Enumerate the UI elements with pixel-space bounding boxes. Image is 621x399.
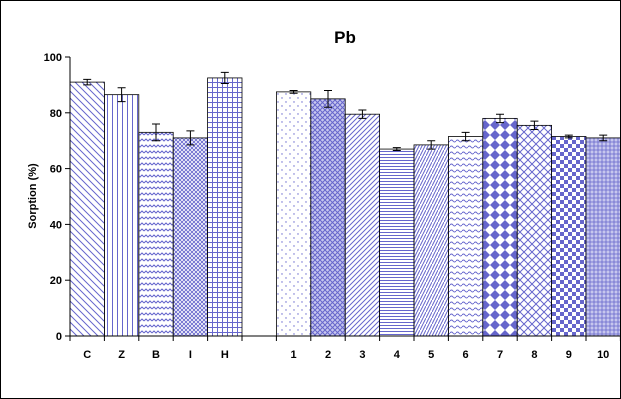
- error-bars: [83, 71, 608, 151]
- x-tick-label-6: 6: [463, 349, 469, 361]
- error-bar-C: [83, 78, 92, 86]
- y-tick-label-100: 100: [44, 52, 62, 64]
- error-bar-9: [564, 134, 573, 139]
- chart-title: Pb: [334, 28, 356, 47]
- error-bar-I: [186, 130, 195, 146]
- x-tick-label-Z: Z: [118, 349, 125, 361]
- x-ticks: C Z B I H 1 2 3 4 5 6 7 8 9 10: [69, 336, 621, 361]
- x-tick-label-1: 1: [291, 349, 297, 361]
- bar-7: [482, 117, 518, 337]
- error-bar-B: [152, 123, 160, 142]
- bar-1: [275, 91, 312, 337]
- y-tick-label-40: 40: [50, 219, 62, 231]
- error-bar-3: [358, 109, 367, 119]
- bar-5: [413, 144, 449, 337]
- bar-2: [310, 98, 346, 337]
- y-tick-label-0: 0: [56, 331, 62, 343]
- error-bar-5: [427, 140, 436, 150]
- bar-4: [379, 148, 415, 337]
- x-tick-label-10: 10: [597, 349, 609, 361]
- x-tick-label-B: B: [152, 349, 160, 361]
- bar-B: [138, 131, 174, 337]
- bar-C: [69, 81, 105, 337]
- y-tick-label-60: 60: [50, 164, 62, 176]
- bar-9: [551, 136, 587, 337]
- x-tick-label-9: 9: [566, 349, 572, 361]
- error-bar-4: [392, 147, 401, 151]
- error-bar-1: [289, 89, 298, 94]
- x-tick-label-7: 7: [497, 349, 503, 361]
- error-bar-6: [461, 131, 470, 142]
- bars: [69, 77, 621, 337]
- error-bar-8: [530, 120, 539, 131]
- y-tick-label-80: 80: [50, 108, 62, 120]
- bar-6: [447, 136, 484, 337]
- x-tick-label-5: 5: [428, 349, 434, 361]
- bar-Z: [104, 94, 140, 337]
- error-bar-Z: [117, 87, 126, 103]
- y-tick-label-20: 20: [50, 275, 62, 287]
- error-bar-H: [220, 71, 229, 85]
- x-tick-label-4: 4: [394, 349, 401, 361]
- error-bar-2: [324, 89, 332, 108]
- y-ticks: 0 20 40 60 80 100: [44, 52, 70, 343]
- x-tick-label-C: C: [83, 349, 91, 361]
- x-tick-label-I: I: [189, 349, 192, 361]
- x-tick-label-H: H: [221, 349, 229, 361]
- bar-10: [585, 137, 621, 337]
- bar-H: [207, 77, 243, 337]
- x-tick-label-2: 2: [325, 349, 331, 361]
- x-tick-label-8: 8: [531, 349, 537, 361]
- error-bar-10: [599, 134, 608, 142]
- bar-8: [516, 124, 553, 337]
- bar-I: [172, 137, 208, 337]
- error-bar-7: [496, 113, 504, 124]
- bar-3: [344, 113, 381, 337]
- x-tick-label-3: 3: [359, 349, 365, 361]
- y-axis-label: Sorption (%): [27, 163, 39, 229]
